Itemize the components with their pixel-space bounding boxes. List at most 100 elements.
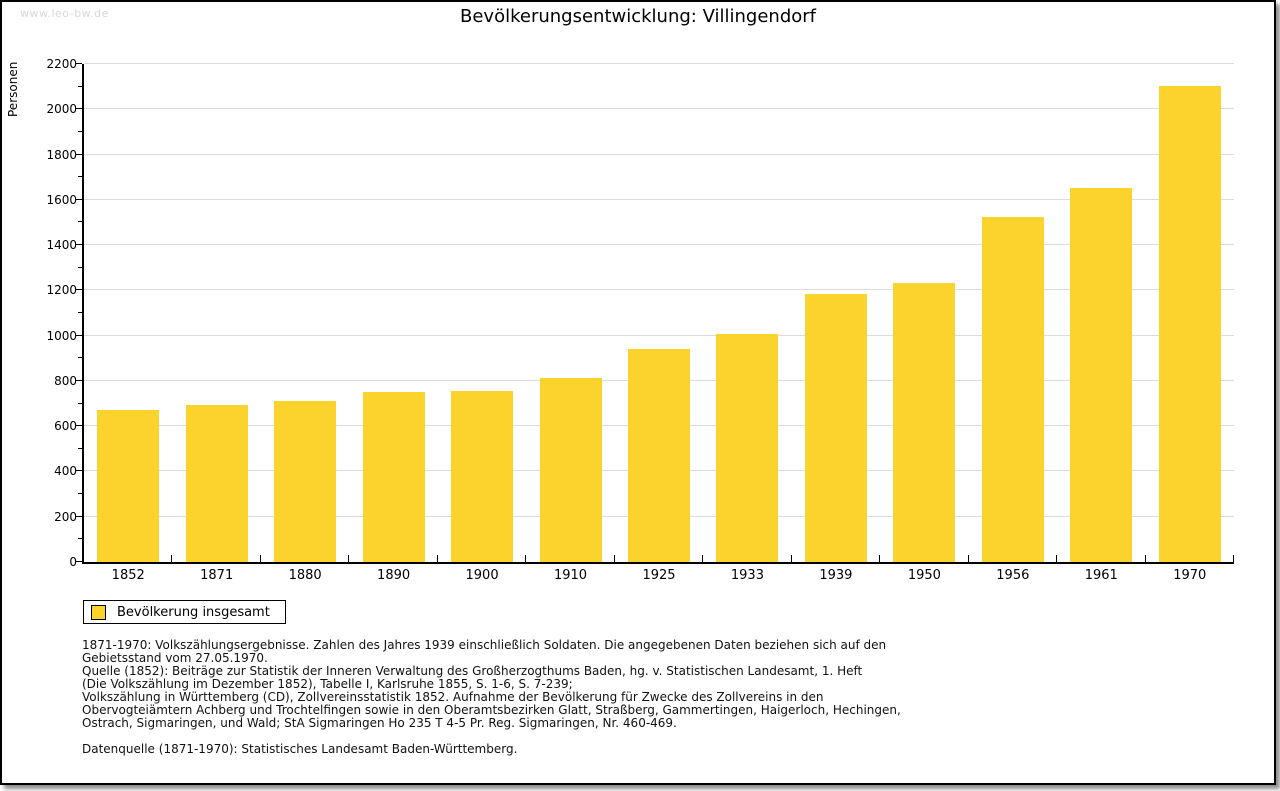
y-axis-minor-tick bbox=[78, 221, 82, 223]
y-axis-minor-tick bbox=[78, 357, 82, 359]
bar bbox=[716, 334, 779, 562]
y-tick-label: 2000 bbox=[46, 102, 77, 117]
footnote-line: 1871-1970: Volkszählungsergebnisse. Zahl… bbox=[82, 638, 887, 652]
gridline bbox=[84, 153, 1234, 155]
y-tick-label: 800 bbox=[54, 373, 77, 388]
legend: Bevölkerung insgesamt bbox=[83, 600, 286, 624]
y-axis-minor-tick bbox=[78, 176, 82, 178]
footnote-line: Quelle (1852): Beiträge zur Statistik de… bbox=[82, 664, 863, 678]
y-tick-label: 1200 bbox=[46, 283, 77, 298]
y-axis-title: Personen bbox=[6, 61, 20, 117]
y-axis-minor-tick bbox=[78, 447, 82, 449]
legend-label: Bevölkerung insgesamt bbox=[117, 604, 270, 620]
y-tick-label: 1000 bbox=[46, 328, 77, 343]
x-axis-tick bbox=[879, 555, 881, 562]
y-axis-minor-tick bbox=[78, 312, 82, 313]
y-axis-tick bbox=[75, 289, 82, 291]
bar bbox=[539, 377, 602, 562]
x-tick-label: 1925 bbox=[642, 568, 676, 583]
x-axis-tick bbox=[613, 555, 615, 562]
bar bbox=[1158, 85, 1221, 562]
x-axis-tick bbox=[259, 555, 261, 562]
datasource-line: Datenquelle (1871-1970): Statistisches L… bbox=[82, 742, 518, 756]
x-tick-label: 1910 bbox=[553, 568, 588, 583]
y-tick-label: 200 bbox=[54, 509, 77, 524]
x-axis-tick bbox=[348, 555, 350, 562]
x-tick-label: 1890 bbox=[377, 568, 411, 583]
watermark: www.leo-bw.de bbox=[20, 7, 109, 20]
x-axis-tick bbox=[790, 555, 792, 562]
x-axis-tick bbox=[1144, 555, 1146, 562]
x-axis-tick bbox=[967, 555, 969, 562]
y-axis-tick bbox=[75, 244, 82, 246]
x-tick-label: 1871 bbox=[200, 568, 234, 583]
gridline bbox=[84, 198, 1234, 200]
x-tick-label: 1900 bbox=[465, 568, 499, 583]
x-axis-tick bbox=[1056, 555, 1058, 562]
bar bbox=[451, 390, 514, 562]
footnote-line: Gebietsstand vom 27.05.1970. bbox=[82, 651, 268, 665]
y-axis-line bbox=[82, 64, 84, 564]
gridline bbox=[84, 63, 1234, 64]
gridline bbox=[84, 244, 1234, 246]
x-tick-label: 1950 bbox=[907, 568, 941, 583]
bar bbox=[185, 404, 248, 562]
x-tick-label: 1880 bbox=[288, 568, 322, 583]
y-axis-tick bbox=[75, 63, 82, 64]
footnote-line: (Die Volkszählung im Dezember 1852), Tab… bbox=[82, 677, 573, 691]
x-axis-tick bbox=[525, 555, 527, 562]
y-axis-minor-tick bbox=[78, 493, 82, 495]
x-tick-label: 1933 bbox=[730, 568, 764, 583]
plot-area bbox=[75, 63, 1234, 562]
y-axis-tick bbox=[75, 515, 82, 517]
x-tick-label: 1961 bbox=[1084, 568, 1118, 583]
y-tick-label: 1600 bbox=[46, 192, 77, 207]
y-axis-tick bbox=[75, 425, 82, 427]
bar bbox=[274, 400, 337, 562]
y-tick-label: 2200 bbox=[46, 57, 77, 71]
y-axis-minor-tick bbox=[78, 402, 82, 404]
y-axis-minor-tick bbox=[78, 85, 82, 87]
y-tick-label: 1400 bbox=[46, 238, 77, 253]
footnote-line: Volkszählung in Württemberg (CD), Zollve… bbox=[82, 690, 824, 704]
legend-swatch-icon bbox=[91, 604, 106, 620]
bar bbox=[981, 217, 1044, 562]
x-tick-label: 1956 bbox=[996, 568, 1030, 583]
footnote-line: Obervogteiämtern Achberg und Trochtelfin… bbox=[82, 703, 901, 717]
x-tick-label: 1970 bbox=[1173, 568, 1207, 583]
x-axis-tick bbox=[436, 555, 438, 562]
y-tick-label: 0 bbox=[69, 555, 77, 569]
bar bbox=[97, 409, 160, 562]
gridline bbox=[84, 108, 1234, 110]
y-tick-label: 600 bbox=[54, 419, 77, 434]
y-axis-minor-tick bbox=[78, 266, 82, 268]
y-axis-minor-tick bbox=[78, 538, 82, 540]
x-axis-line bbox=[82, 562, 1234, 564]
bar bbox=[1070, 188, 1133, 562]
y-tick-label: 1800 bbox=[46, 147, 77, 162]
gridline bbox=[84, 289, 1234, 291]
bar bbox=[804, 294, 867, 562]
x-axis-tick bbox=[171, 555, 173, 562]
x-axis-tick bbox=[1233, 555, 1234, 562]
y-axis-tick bbox=[75, 108, 82, 110]
gridline bbox=[84, 334, 1234, 336]
y-axis-tick bbox=[75, 334, 82, 336]
y-tick-label: 400 bbox=[54, 464, 77, 479]
x-tick-label: 1939 bbox=[819, 568, 853, 583]
bar bbox=[362, 392, 425, 562]
chart-title: Bevölkerungsentwicklung: Villingendorf bbox=[460, 6, 816, 27]
bar bbox=[628, 349, 690, 562]
y-axis-tick bbox=[75, 470, 82, 472]
x-axis-tick bbox=[702, 555, 704, 562]
y-axis-minor-tick bbox=[78, 130, 82, 132]
y-axis-tick bbox=[75, 561, 82, 562]
footnotes: 1871-1970: Volkszählungsergebnisse. Zahl… bbox=[82, 639, 901, 756]
y-axis-tick bbox=[75, 379, 82, 381]
y-axis-tick bbox=[75, 198, 82, 200]
x-tick-label: 1852 bbox=[111, 568, 145, 583]
footnote-line: Ostrach, Sigmaringen, und Wald; StA Sigm… bbox=[82, 716, 677, 730]
bar bbox=[893, 283, 956, 562]
y-axis-tick bbox=[75, 153, 82, 155]
